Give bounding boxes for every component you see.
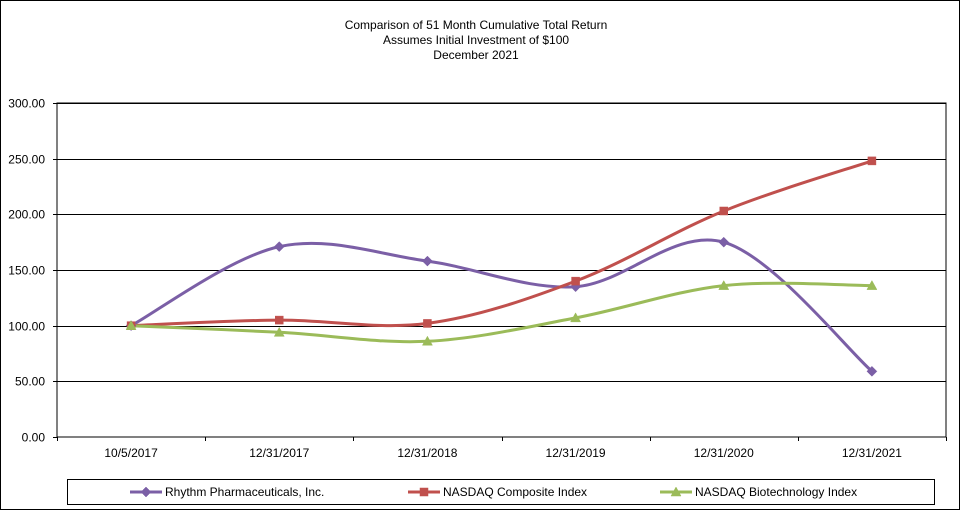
- y-tick-label-5: 250.00: [8, 153, 45, 167]
- data-point-rhythm-2: [422, 255, 433, 267]
- x-tick-label-2: 12/31/2018: [397, 446, 457, 460]
- legend-label-nasdaq-biotech: NASDAQ Biotechnology Index: [695, 485, 858, 499]
- chart-title-line-1: Comparison of 51 Month Cumulative Total …: [344, 18, 608, 32]
- legend-entry-nasdaq-composite: NASDAQ Composite Index: [408, 480, 587, 504]
- legend-marker-nasdaq-composite: [419, 487, 429, 497]
- data-point-rhythm-4: [718, 236, 730, 248]
- series-line-nasdaq-biotech: [131, 281, 872, 344]
- data-point-nasdaq-composite-4: [719, 206, 728, 216]
- legend-swatch-nasdaq-composite: [408, 487, 440, 497]
- data-point-rhythm-1: [273, 241, 285, 252]
- legend-label-rhythm: Rhythm Pharmaceuticals, Inc.: [165, 485, 325, 499]
- x-tick-label-4: 12/31/2020: [694, 446, 754, 460]
- data-point-nasdaq-biotech-4: [718, 280, 730, 290]
- legend-marker-rhythm: [140, 486, 152, 498]
- data-point-nasdaq-biotech-2: [421, 335, 433, 346]
- series-line-rhythm: [130, 238, 873, 373]
- y-tick-label-4: 200.00: [8, 208, 45, 222]
- data-point-nasdaq-composite-1: [275, 315, 284, 325]
- data-point-nasdaq-biotech-3: [570, 312, 582, 323]
- x-tick-label-0: 10/5/2017: [104, 446, 158, 460]
- y-tick-label-2: 100.00: [8, 320, 45, 334]
- y-tick-label-0: 0.00: [22, 431, 46, 445]
- data-point-nasdaq-biotech-1: [273, 326, 285, 337]
- data-point-nasdaq-biotech-0: [125, 320, 137, 330]
- data-point-nasdaq-composite-5: [867, 156, 877, 166]
- legend-swatch-rhythm: [130, 486, 162, 498]
- series-line-nasdaq-composite: [131, 159, 873, 328]
- x-tick-label-1: 12/31/2017: [249, 446, 309, 460]
- x-tick-label-3: 12/31/2019: [546, 446, 606, 460]
- y-tick-label-6: 300.00: [8, 97, 45, 111]
- legend-entry-nasdaq-biotech: NASDAQ Biotechnology Index: [660, 480, 857, 504]
- y-tick-label-1: 50.00: [15, 375, 45, 389]
- legend-swatch-nasdaq-biotech: [660, 486, 692, 497]
- chart-title-line-3: December 2021: [433, 48, 519, 62]
- x-tick-label-5: 12/31/2021: [842, 446, 902, 460]
- data-point-nasdaq-composite-3: [571, 276, 580, 286]
- data-point-nasdaq-biotech-5: [866, 280, 878, 290]
- legend-marker-nasdaq-biotech: [670, 486, 682, 497]
- chart-title-line-2: Assumes Initial Investment of $100: [382, 33, 570, 47]
- legend-label-nasdaq-composite: NASDAQ Composite Index: [443, 485, 588, 499]
- chart-legend: Rhythm Pharmaceuticals, Inc. NASDAQ Comp…: [67, 479, 935, 505]
- legend-entry-rhythm: Rhythm Pharmaceuticals, Inc.: [130, 480, 324, 504]
- data-point-nasdaq-composite-2: [423, 319, 432, 328]
- data-point-rhythm-5: [866, 365, 878, 377]
- y-tick-label-3: 150.00: [8, 264, 45, 278]
